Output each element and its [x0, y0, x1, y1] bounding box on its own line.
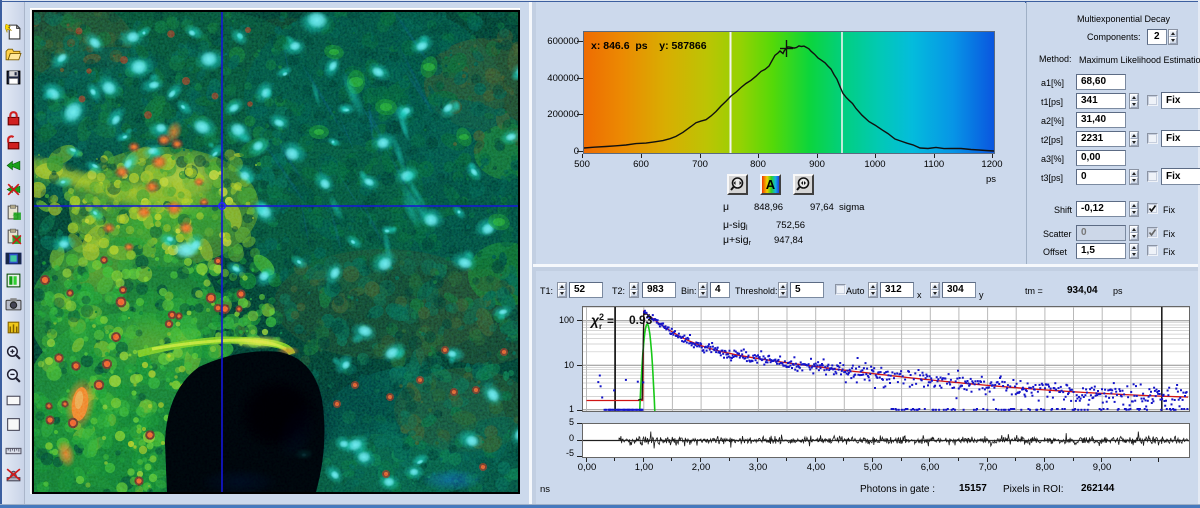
svg-text:r: r	[599, 322, 602, 331]
svg-text:χ: χ	[589, 312, 600, 328]
svg-text:=: =	[607, 314, 614, 328]
svg-text:0.93: 0.93	[629, 313, 653, 327]
svg-text:2: 2	[599, 312, 604, 322]
svg-text:A: A	[766, 177, 776, 192]
